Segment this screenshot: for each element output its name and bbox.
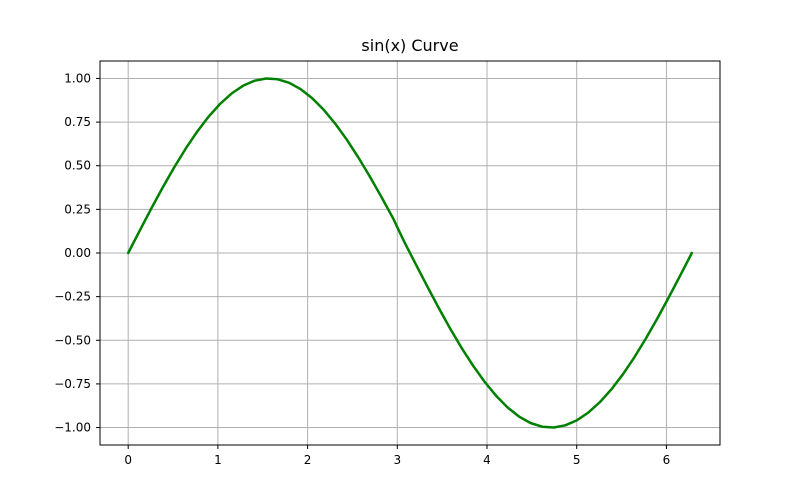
line-layer — [126, 77, 694, 429]
y-tick-label: −0.25 — [54, 290, 91, 304]
y-tick-label: −1.00 — [54, 421, 91, 435]
y-tick-label: −0.50 — [54, 333, 91, 347]
x-tick-label: 0 — [124, 453, 132, 467]
grid-layer — [100, 61, 720, 445]
x-tick-label: 3 — [393, 453, 401, 467]
y-tick-label: 0.25 — [64, 202, 91, 216]
x-tick-label: 5 — [573, 453, 581, 467]
chart-title: sin(x) Curve — [361, 36, 458, 55]
y-tick-label: 0.50 — [64, 159, 91, 173]
y-tick-label: 0.00 — [64, 246, 91, 260]
tick-layer: 0 1 2 3 4 5 6 1.00 0.75 0.50 0.25 0.00 −0.25 −0.50 −0.… — [54, 71, 670, 467]
x-tick-label: 2 — [304, 453, 312, 467]
y-tick-label: −0.75 — [54, 377, 91, 391]
x-tick-label: 4 — [483, 453, 491, 467]
x-tick-label: 6 — [663, 453, 671, 467]
sin-series-line — [126, 77, 694, 429]
y-tick-label: 0.75 — [64, 115, 91, 129]
x-tick-label: 1 — [214, 453, 222, 467]
y-tick-label: 1.00 — [64, 71, 91, 85]
